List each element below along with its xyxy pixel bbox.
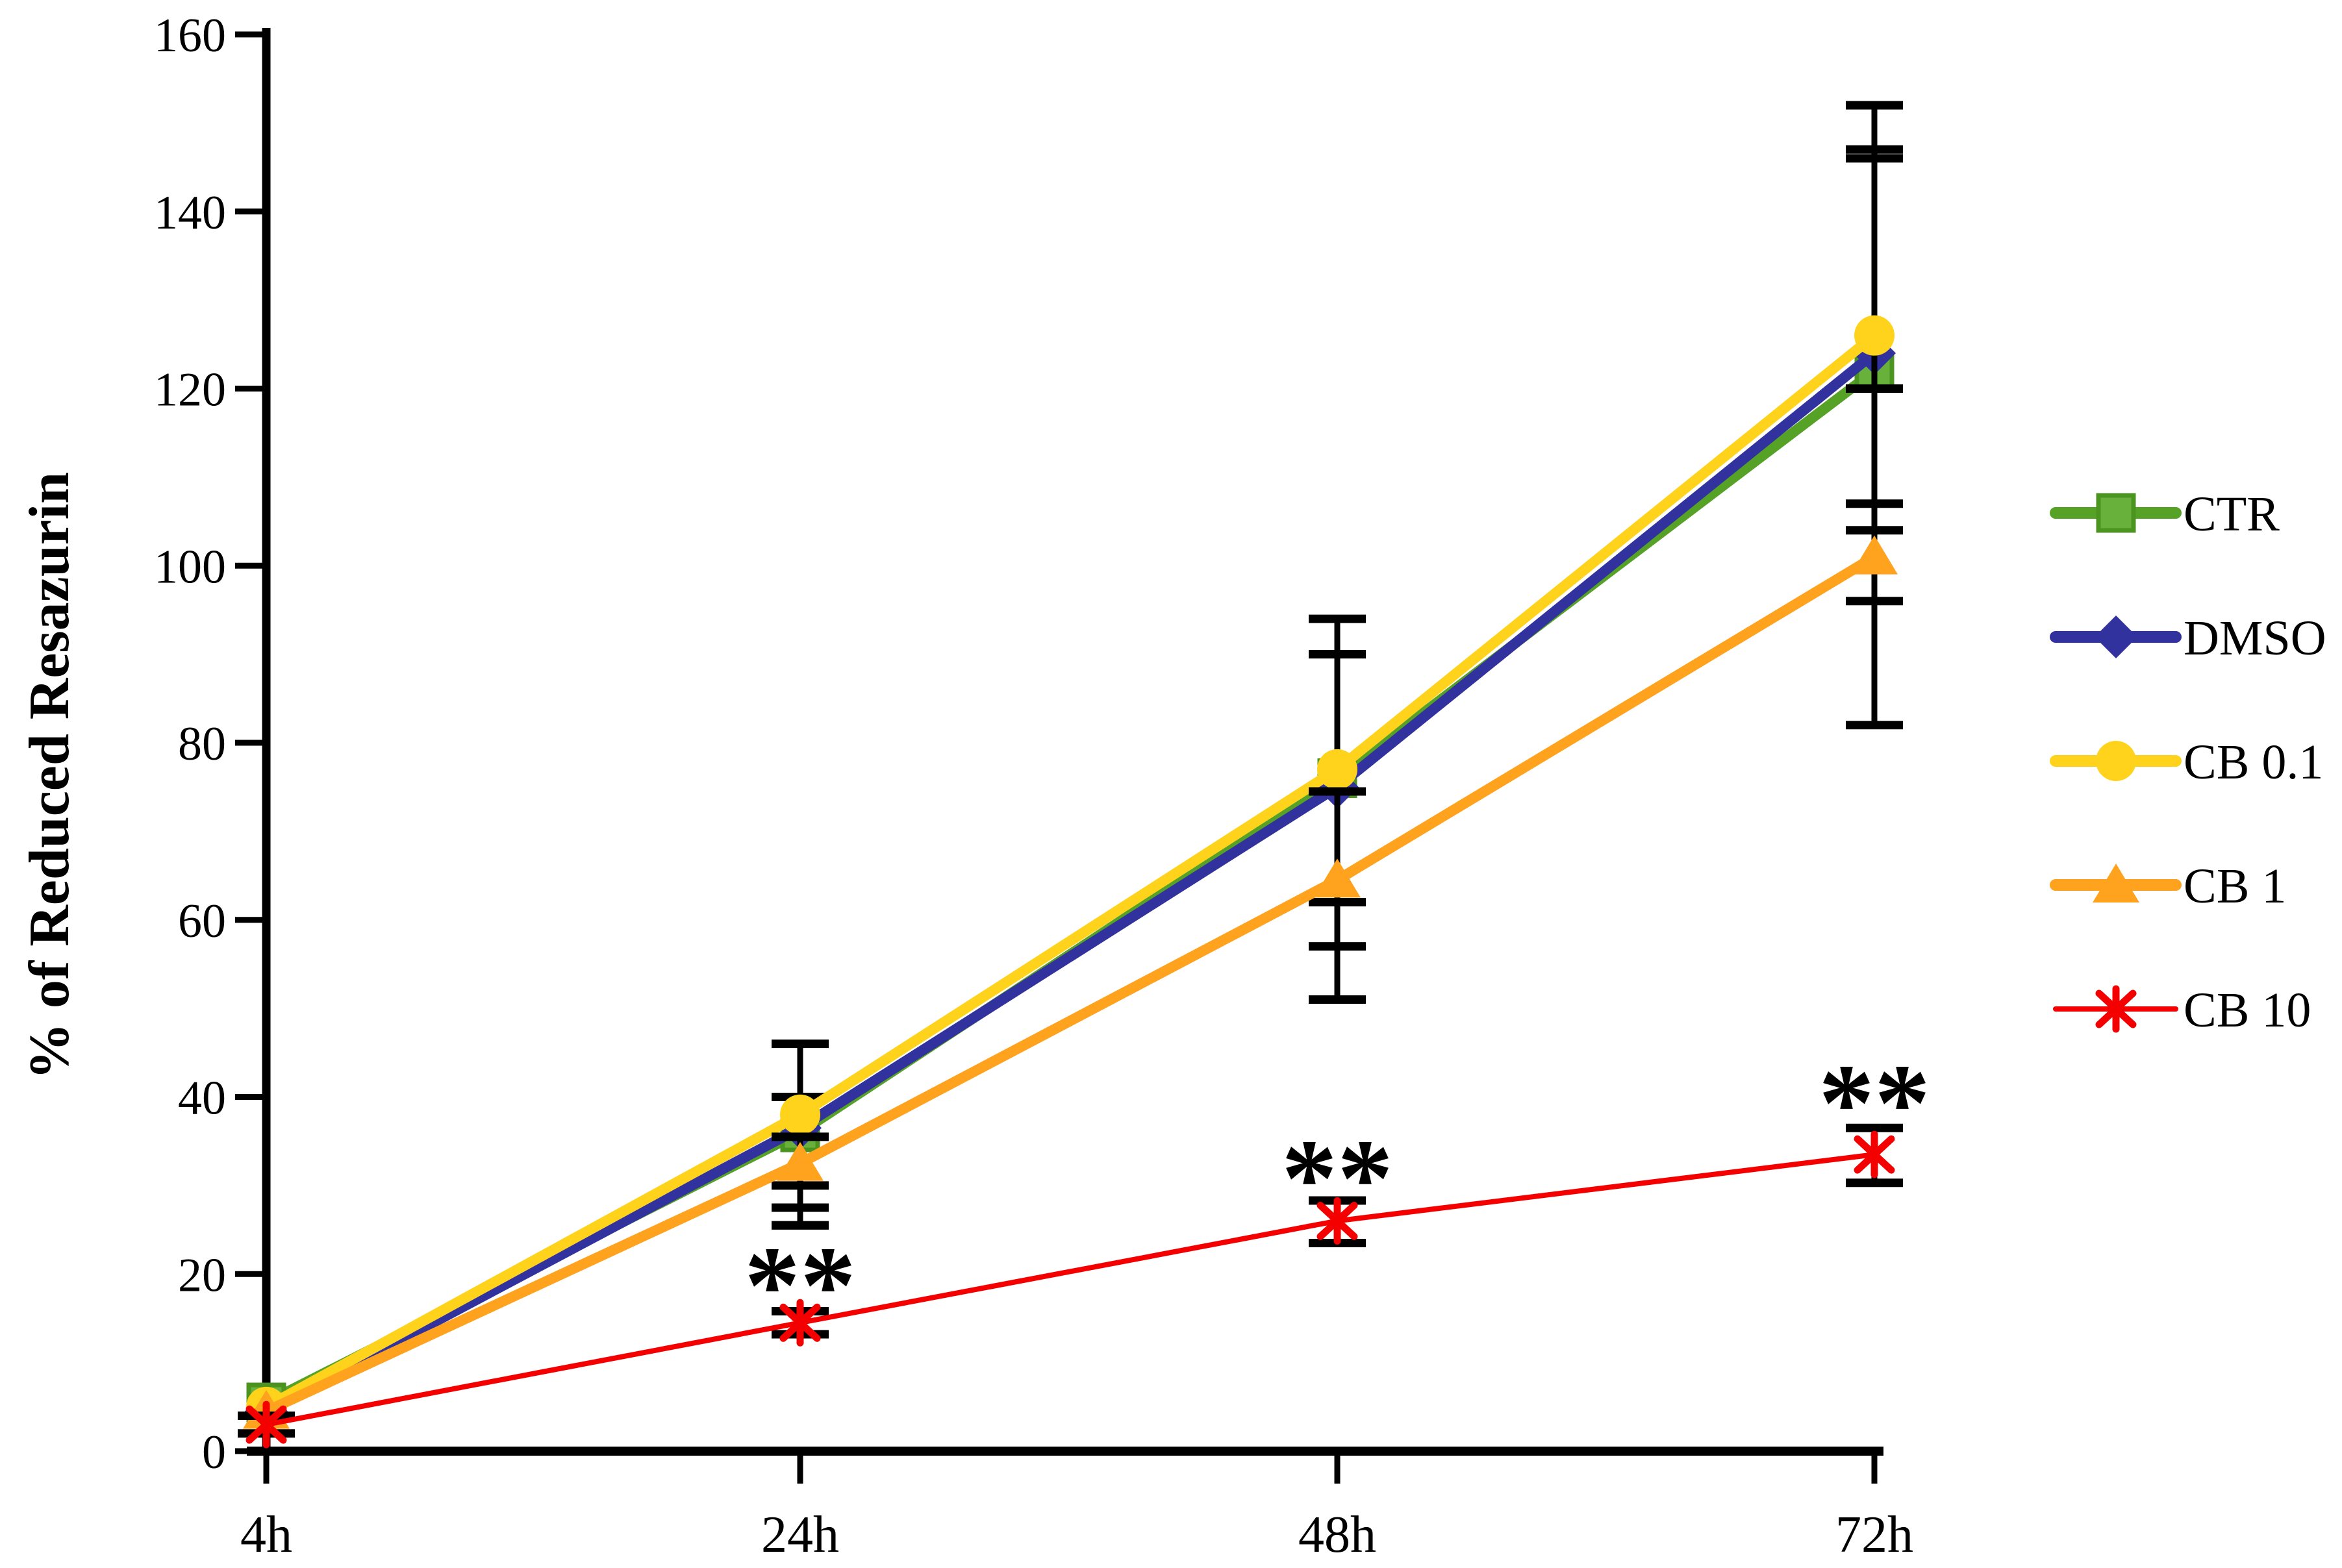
marker-circle (1317, 749, 1357, 790)
series-cb-0-1 (246, 101, 1903, 1427)
series-ctr (246, 154, 1903, 1423)
asterisk-arm (2095, 989, 2137, 1028)
marker-asterisk (2095, 985, 2137, 1033)
significance-annotation: ** (744, 1224, 856, 1347)
asterisk-arm (1316, 1201, 1358, 1240)
marker-asterisk (1854, 1130, 1895, 1178)
y-tick-label: 20 (178, 1249, 226, 1302)
legend-item-cb-10: CB 10 (2053, 983, 2311, 1038)
x-tick-label: 4h (240, 1506, 292, 1563)
y-tick-label: 120 (154, 364, 226, 417)
significance-annotation: ** (1819, 1041, 1930, 1165)
marker-triangle (777, 1141, 824, 1181)
y-tick-label: 100 (154, 540, 226, 593)
legend-label: CB 0.1 (2184, 735, 2323, 790)
legend: CTR DMSO CB 0.1 CB 1 CB 10 (2050, 487, 2326, 1038)
marker-square (2096, 493, 2136, 533)
significance-annotation: ** (1281, 1117, 1393, 1240)
y-tick-label: 80 (178, 717, 226, 771)
y-tick-label: 40 (178, 1072, 226, 1125)
marker-diamond (2095, 616, 2137, 658)
marker-circle (2096, 741, 2136, 781)
asterisk-arm (246, 1405, 287, 1444)
marker-asterisk (1316, 1197, 1358, 1245)
marker-triangle (1851, 535, 1898, 575)
legend-item-ctr: CTR (2050, 487, 2280, 541)
marker-circle (780, 1094, 820, 1135)
x-tick-label: 72h (1835, 1506, 1913, 1563)
marker-asterisk (246, 1400, 287, 1449)
y-tick-label: 0 (202, 1426, 226, 1479)
y-tick-label: 60 (178, 895, 226, 948)
series-line-cb-0-1 (261, 330, 1880, 1412)
asterisk-arm (1854, 1135, 1895, 1174)
series-cb-10 (238, 1123, 1903, 1449)
axes: 0 20 40 60 80 100 120 140 160 4h 24h 48h 72h % of Red… (18, 9, 1913, 1563)
x-tick-label: 24h (761, 1506, 839, 1563)
asterisk-arm (779, 1303, 821, 1342)
marker-triangle (1314, 858, 1361, 898)
marker-circle (1854, 315, 1895, 356)
x-tick-label: 48h (1298, 1506, 1376, 1563)
legend-item-cb-1: CB 1 (2050, 859, 2286, 914)
marker-asterisk (779, 1299, 821, 1347)
legend-item-cb-0-1: CB 0.1 (2050, 735, 2323, 790)
legend-label: CTR (2184, 487, 2280, 541)
series-line-cb-1 (261, 551, 1880, 1417)
legend-label: DMSO (2184, 611, 2326, 666)
series-line-cb-10 (264, 1152, 1877, 1428)
series-dmso (245, 145, 1903, 1433)
marker-triangle (2093, 864, 2139, 902)
legend-label: CB 1 (2184, 859, 2286, 914)
legend-item-dmso: DMSO (2050, 611, 2326, 666)
y-tick-label: 140 (154, 186, 226, 240)
series-line-dmso (261, 347, 1880, 1417)
y-tick-label: 160 (154, 9, 226, 62)
y-axis-title: % of Reduced Resazurin (18, 472, 81, 1080)
legend-label: CB 10 (2184, 983, 2311, 1038)
